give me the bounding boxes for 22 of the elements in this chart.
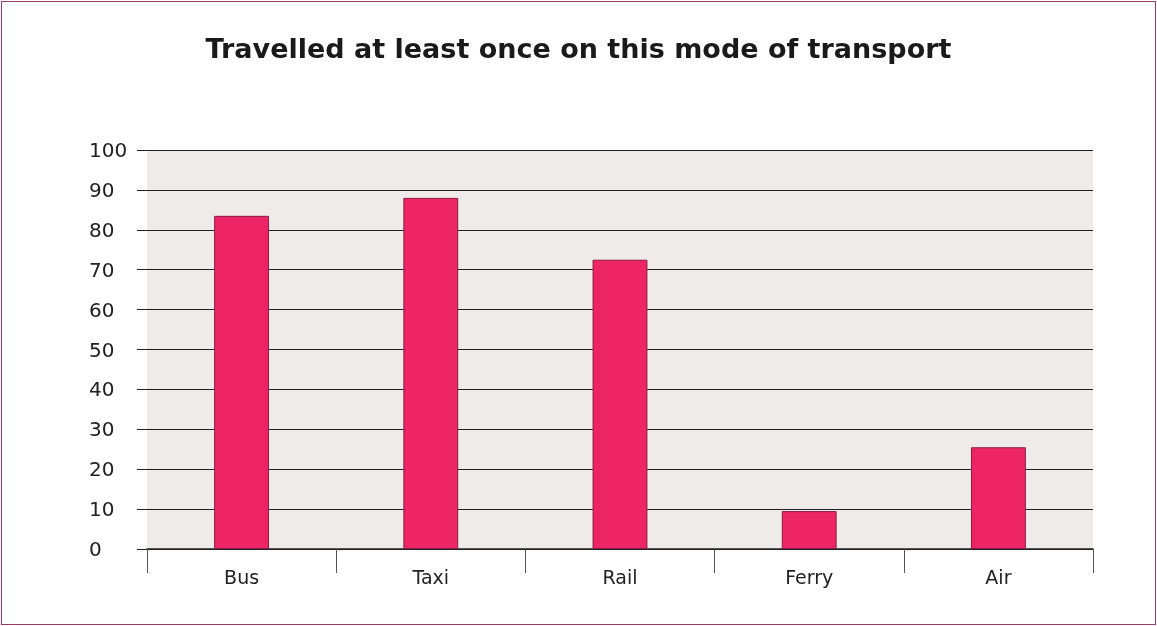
bar [403, 197, 459, 549]
y-tick-label: 20 [89, 457, 115, 482]
bar [970, 447, 1026, 549]
chart-title: Travelled at least once on this mode of transport [205, 33, 952, 64]
x-tick-label: Taxi [411, 565, 450, 588]
y-tick-label: 50 [89, 337, 115, 362]
x-tick-label: Air [985, 565, 1012, 588]
y-tick-label: 10 [89, 497, 115, 522]
y-tick-label: 60 [89, 297, 115, 322]
bar [214, 215, 270, 549]
x-tick-label: Rail [602, 565, 638, 588]
x-tick-label: Bus [224, 565, 260, 588]
y-tick-label: 70 [89, 257, 115, 282]
bar [781, 511, 837, 549]
x-tick-label: Ferry [785, 565, 834, 588]
y-tick-label: 100 [89, 138, 128, 162]
y-tick-label: 0 [89, 537, 102, 561]
bar [592, 259, 648, 549]
y-tick-label: 40 [89, 377, 115, 402]
y-tick-label: 90 [89, 177, 115, 202]
y-tick-label: 80 [89, 217, 115, 242]
y-tick-label: 30 [89, 417, 115, 442]
